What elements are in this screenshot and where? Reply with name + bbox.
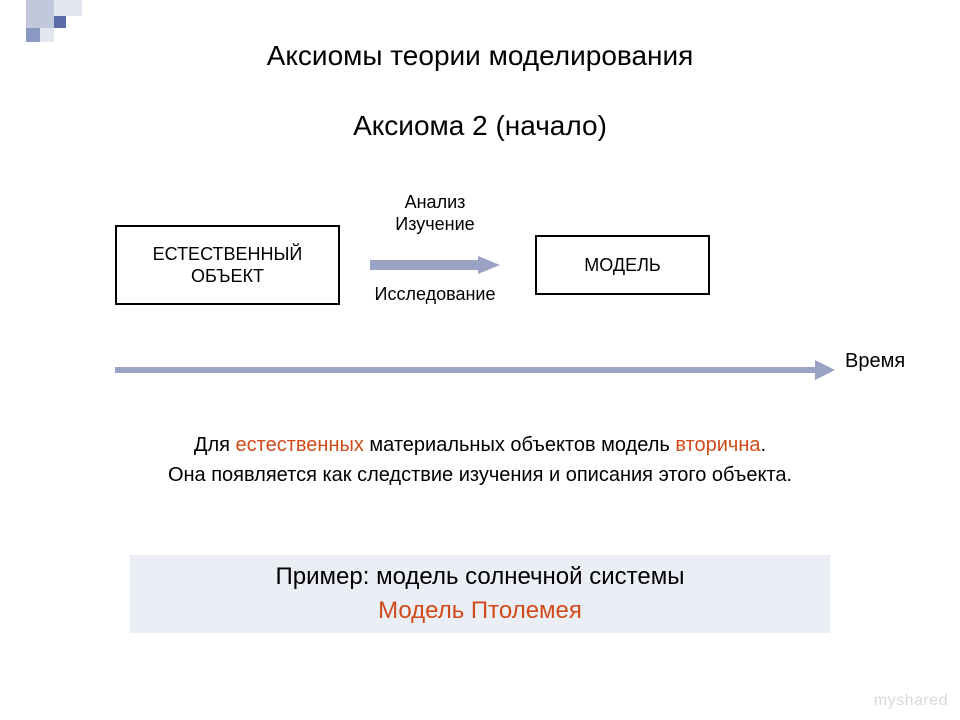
node-label: ЕСТЕСТВЕННЫЙОБЪЕКТ bbox=[153, 243, 303, 288]
timeline-label: Время bbox=[845, 350, 905, 373]
node-natural-object: ЕСТЕСТВЕННЫЙОБЪЕКТ bbox=[115, 225, 340, 305]
edge-label-bottom: Исследование bbox=[370, 284, 500, 305]
example-box: Пример: модель солнечной системы Модель … bbox=[130, 555, 830, 633]
example-line1: Пример: модель солнечной системы bbox=[276, 560, 685, 594]
para-text: Для bbox=[194, 434, 236, 456]
watermark: myshared bbox=[874, 692, 948, 710]
para-text: . bbox=[761, 434, 767, 456]
body-paragraph: Для естественных материальных объектов м… bbox=[0, 430, 960, 490]
example-line2: Модель Птолемея bbox=[378, 594, 582, 628]
page-title: Аксиомы теории моделирования bbox=[0, 40, 960, 72]
edge-label-top: АнализИзучение bbox=[370, 192, 500, 235]
page-subtitle: Аксиома 2 (начало) bbox=[0, 110, 960, 142]
node-label: МОДЕЛЬ bbox=[584, 254, 660, 277]
para-line2: Она появляется как следствие изучения и … bbox=[168, 464, 792, 486]
para-highlight: естественных bbox=[236, 434, 364, 456]
node-model: МОДЕЛЬ bbox=[535, 235, 710, 295]
edge-arrow bbox=[370, 256, 500, 274]
para-highlight: вторична bbox=[675, 434, 760, 456]
timeline-arrow bbox=[115, 360, 835, 380]
para-text: материальных объектов модель bbox=[364, 434, 676, 456]
